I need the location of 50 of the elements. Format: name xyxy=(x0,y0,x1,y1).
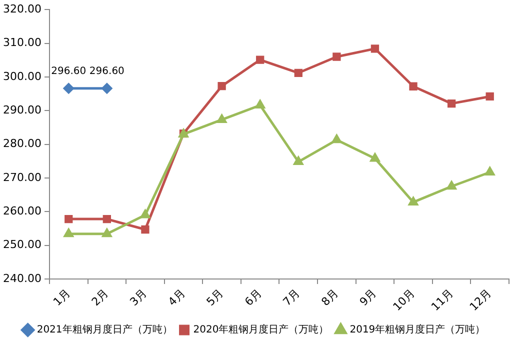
point xyxy=(102,83,112,94)
point xyxy=(218,82,226,90)
x-tick-label: 12月 xyxy=(467,286,494,314)
x-tick-label: 3月 xyxy=(127,286,150,309)
point xyxy=(486,92,494,101)
point xyxy=(255,100,265,108)
point xyxy=(64,228,74,238)
point xyxy=(332,52,341,61)
point xyxy=(332,134,342,144)
x-tick-label: 10月 xyxy=(390,286,418,314)
y-tick-label: 250.00 xyxy=(2,238,42,252)
point xyxy=(294,68,302,77)
point xyxy=(217,114,227,123)
legend-label: 2021年粗钢月度日产（万吨） xyxy=(36,324,172,336)
x-tick-label: 2月 xyxy=(89,286,112,309)
data-label: 296.60 xyxy=(89,66,124,77)
point xyxy=(370,44,380,53)
y-tick-label: 260.00 xyxy=(2,204,42,218)
point xyxy=(447,99,456,108)
y-tick-label: 310.00 xyxy=(2,36,42,50)
legend-label: 2020年粗钢月度日产（万吨） xyxy=(193,324,329,336)
y-tick-label: 320.00 xyxy=(2,2,42,16)
y-tick-label: 240.00 xyxy=(2,272,42,285)
point xyxy=(294,156,304,166)
point xyxy=(141,225,150,234)
point xyxy=(409,82,418,90)
y-tick-label: 270.00 xyxy=(2,170,42,184)
x-tick-label: 11月 xyxy=(428,286,456,314)
x-tick-label: 6月 xyxy=(242,286,264,309)
x-tick-label: 8月 xyxy=(318,286,341,309)
point xyxy=(446,181,456,190)
y-tick-label: 280.00 xyxy=(2,137,42,150)
point xyxy=(256,56,264,64)
point xyxy=(63,83,74,94)
x-tick-label: 5月 xyxy=(204,286,226,309)
x-tick-label: 9月 xyxy=(357,286,380,309)
point xyxy=(485,166,495,176)
x-tick-label: 1月 xyxy=(50,286,73,309)
data-label: 296.60 xyxy=(51,66,86,77)
point xyxy=(64,214,73,224)
x-tick-label: 7月 xyxy=(280,286,303,309)
y-tick-label: 290.00 xyxy=(2,103,42,116)
x-tick-label: 4月 xyxy=(166,286,188,309)
point xyxy=(370,153,380,162)
y-tick-label: 300.00 xyxy=(2,70,42,83)
point xyxy=(102,228,112,238)
point xyxy=(408,196,418,206)
point xyxy=(140,210,150,218)
legend-label: 2019年粗钢月度日产（万吨） xyxy=(350,324,486,336)
point xyxy=(102,214,112,224)
